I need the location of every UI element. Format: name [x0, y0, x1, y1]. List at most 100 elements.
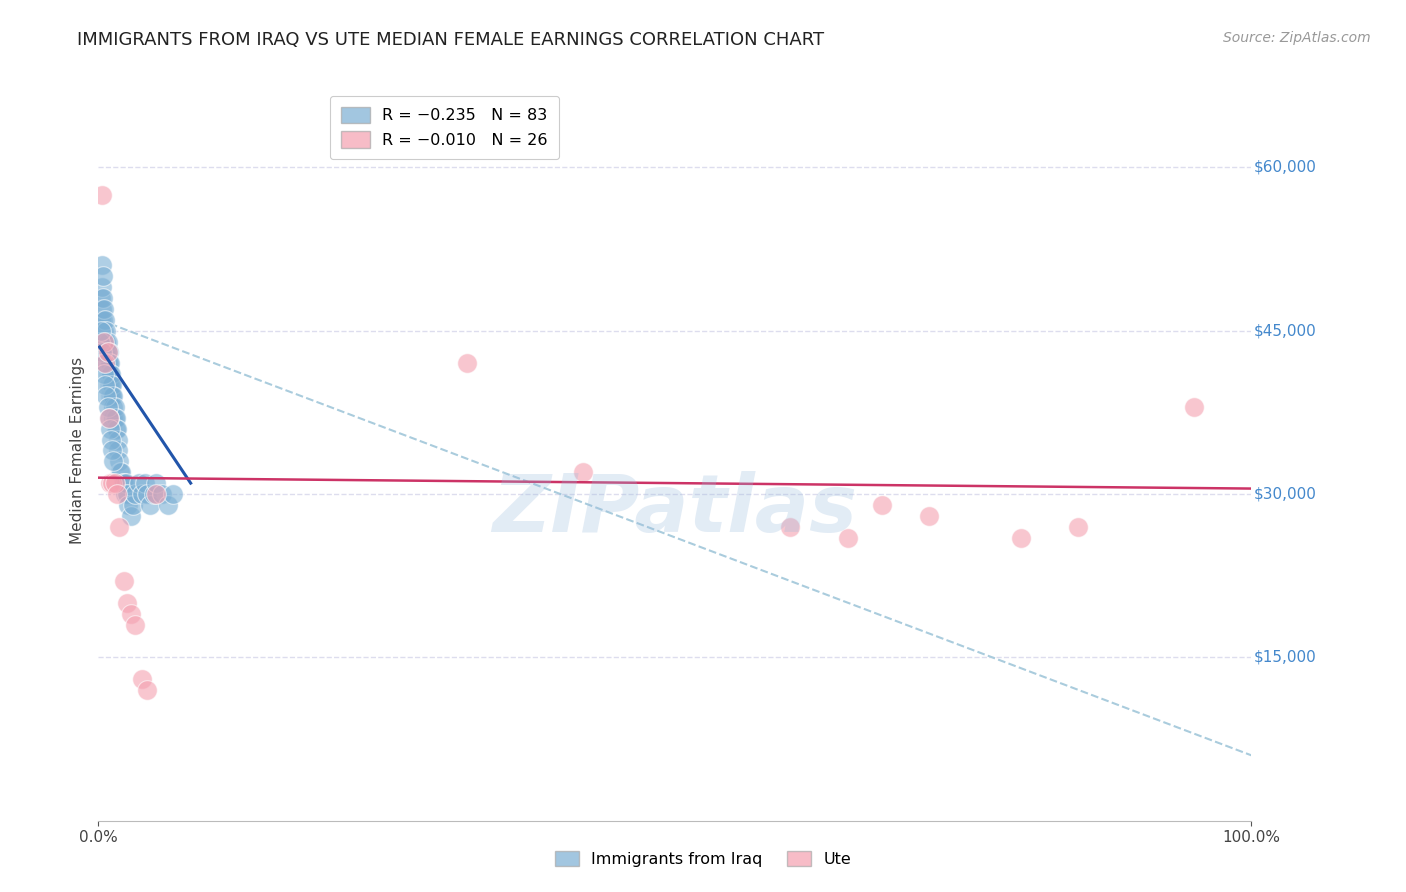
Point	[131, 487, 153, 501]
Point	[142, 487, 165, 501]
Point	[135, 683, 157, 698]
Point	[107, 443, 129, 458]
Point	[98, 389, 121, 403]
Point	[117, 596, 139, 610]
Point	[97, 400, 120, 414]
Point	[96, 389, 118, 403]
Text: ZIPatlas: ZIPatlas	[492, 471, 858, 549]
Point	[120, 508, 142, 523]
Point	[105, 422, 128, 436]
Point	[105, 487, 128, 501]
Point	[97, 368, 120, 382]
Point	[1067, 519, 1090, 533]
Point	[103, 400, 125, 414]
Point	[101, 378, 124, 392]
Point	[89, 334, 111, 349]
Point	[90, 291, 112, 305]
Point	[93, 301, 115, 316]
Point	[135, 487, 157, 501]
Legend: Immigrants from Iraq, Ute: Immigrants from Iraq, Ute	[547, 844, 859, 875]
Point	[139, 498, 162, 512]
Point	[98, 368, 121, 382]
Point	[94, 356, 117, 370]
Point	[120, 607, 142, 621]
Point	[97, 356, 120, 370]
Point	[100, 368, 122, 382]
Point	[456, 356, 478, 370]
Point	[100, 389, 122, 403]
Point	[156, 498, 179, 512]
Point	[108, 519, 131, 533]
Point	[91, 356, 114, 370]
Point	[145, 476, 167, 491]
Point	[100, 433, 122, 447]
Point	[94, 356, 117, 370]
Point	[1010, 531, 1032, 545]
Point	[101, 476, 124, 491]
Point	[97, 345, 120, 359]
Point	[104, 422, 127, 436]
Point	[837, 531, 859, 545]
Point	[134, 476, 156, 491]
Point	[90, 313, 112, 327]
Point	[117, 487, 139, 501]
Point	[91, 269, 114, 284]
Text: $15,000: $15,000	[1254, 650, 1316, 665]
Point	[98, 378, 121, 392]
Point	[94, 378, 117, 392]
Point	[128, 476, 150, 491]
Point	[90, 301, 112, 316]
Point	[98, 356, 121, 370]
Point	[96, 345, 118, 359]
Point	[93, 324, 115, 338]
Point	[117, 498, 139, 512]
Point	[145, 487, 167, 501]
Point	[112, 574, 135, 588]
Point	[97, 410, 120, 425]
Point	[108, 454, 131, 468]
Point	[97, 410, 120, 425]
Point	[103, 400, 125, 414]
Text: $45,000: $45,000	[1254, 323, 1316, 338]
Point	[91, 291, 114, 305]
Point	[115, 476, 138, 491]
Point	[162, 487, 184, 501]
Point	[103, 410, 125, 425]
Point	[97, 345, 120, 359]
Point	[97, 345, 120, 359]
Point	[779, 519, 801, 533]
Point	[111, 476, 134, 491]
Point	[94, 334, 117, 349]
Point	[131, 672, 153, 686]
Point	[101, 443, 124, 458]
Point	[91, 313, 114, 327]
Point	[96, 324, 118, 338]
Point	[93, 334, 115, 349]
Point	[124, 617, 146, 632]
Point	[90, 345, 112, 359]
Text: IMMIGRANTS FROM IRAQ VS UTE MEDIAN FEMALE EARNINGS CORRELATION CHART: IMMIGRANTS FROM IRAQ VS UTE MEDIAN FEMAL…	[77, 31, 824, 49]
Point	[124, 487, 146, 501]
Point	[93, 345, 115, 359]
Point	[97, 378, 120, 392]
Point	[93, 368, 115, 382]
Point	[98, 422, 121, 436]
Point	[100, 378, 122, 392]
Point	[110, 465, 132, 479]
Point	[872, 498, 894, 512]
Point	[90, 324, 112, 338]
Point	[97, 334, 120, 349]
Point	[101, 389, 124, 403]
Point	[122, 498, 145, 512]
Point	[89, 334, 111, 349]
Point	[1182, 400, 1205, 414]
Point	[94, 313, 117, 327]
Point	[110, 465, 132, 479]
Point	[112, 476, 135, 491]
Point	[94, 345, 117, 359]
Point	[97, 368, 120, 382]
Text: $60,000: $60,000	[1254, 160, 1316, 175]
Point	[571, 465, 593, 479]
Point	[104, 410, 127, 425]
Point	[103, 410, 125, 425]
